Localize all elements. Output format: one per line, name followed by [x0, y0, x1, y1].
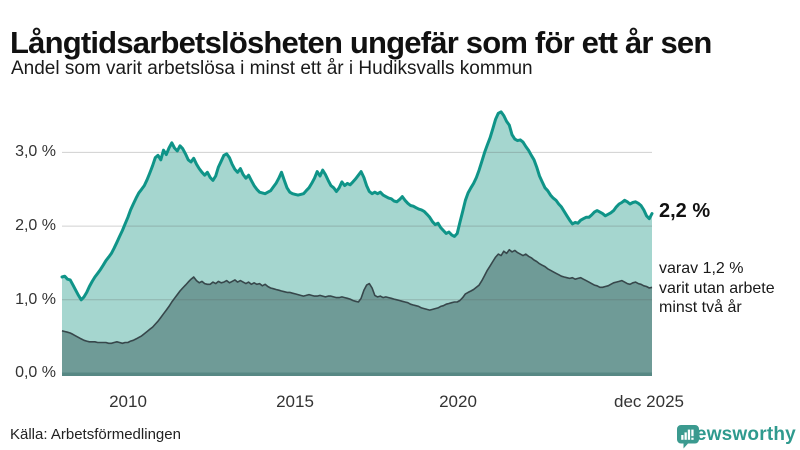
- y-tick-2: 2,0 %: [15, 217, 56, 234]
- y-tick-3: 3,0 %: [15, 143, 56, 160]
- secondary-series-annotation: varav 1,2 % varit utan arbete minst två …: [659, 259, 775, 318]
- annotation-line-3: minst två år: [659, 299, 742, 316]
- series-one-year-line: [60, 110, 654, 302]
- x-tick-2015: 2015: [276, 392, 314, 411]
- annotation-line-1: varav 1,2 %: [659, 260, 744, 277]
- source-credit: Källa: Arbetsförmedlingen: [10, 426, 181, 443]
- y-tick-1: 1,0 %: [15, 291, 56, 308]
- brand-name: Newsworthy: [682, 424, 796, 445]
- y-tick-0: 0,0 %: [15, 364, 56, 381]
- chart-subtitle: Andel som varit arbetslösa i minst ett å…: [11, 58, 533, 79]
- x-tick-2010: 2010: [109, 392, 147, 411]
- page-title: Långtidsarbetslösheten ungefär som för e…: [10, 24, 712, 60]
- brand-logo: Newsworthy: [676, 424, 796, 449]
- newsworthy-icon: [677, 425, 699, 449]
- x-tick-2020: 2020: [439, 392, 477, 411]
- series-two-year-area: [62, 249, 652, 374]
- x-tick-dec-2025: dec 2025: [614, 392, 684, 411]
- latest-value-label: 2,2 %: [659, 200, 711, 222]
- annotation-line-2: varit utan arbete: [659, 279, 775, 297]
- series-two-year-line: [61, 248, 653, 345]
